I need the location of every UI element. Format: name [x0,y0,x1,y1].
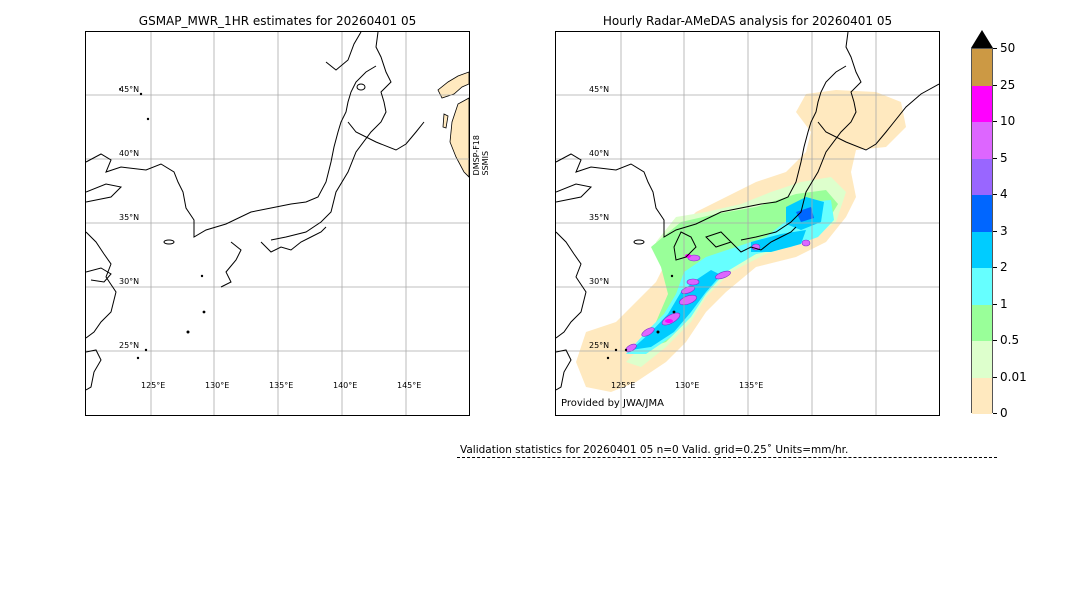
left-lon-label-130: 130°E [205,381,230,390]
colorbar-tick [993,158,997,159]
left-lon-label-135: 135°E [269,381,294,390]
colorbar-extend-arrow [971,30,993,48]
left-lat-label-45: 45°N [119,85,140,94]
satellite-name: DMSP-F18 [472,135,481,176]
colorbar-label-0.5: 0.5 [1000,333,1020,347]
colorbar-tick [993,48,997,49]
left-lon-label-140: 140°E [333,381,358,390]
validation-statistics: Validation statistics for 20260401 05 n=… [460,444,849,456]
colorbar-seg-0.01-0.5 [972,341,992,378]
colorbar-label-4: 4 [1000,187,1008,201]
colorbar-seg-0.5-1 [972,304,992,341]
left-lon-label-145: 145°E [397,381,422,390]
right-lat-label-30: 30°N [589,277,610,286]
colorbar-label-2: 2 [1000,260,1008,274]
colorbar-seg-3-4 [972,195,992,232]
left-lon-label-125: 125°E [141,381,166,390]
sensor-name: SSMIS [481,150,490,176]
right-map-title: Hourly Radar-AMeDAS analysis for 2026040… [602,14,893,28]
right-map-plot [556,32,939,415]
right-lon-label-125: 125°E [611,381,636,390]
left-lat-label-25: 25°N [119,341,140,350]
right-map [555,31,940,416]
colorbar-label-25: 25 [1000,78,1016,92]
colorbar-tick [993,85,997,86]
data-provider-credit: Provided by JWA/JMA [561,398,664,409]
colorbar-tick [993,231,997,232]
colorbar-tick [993,121,997,122]
colorbar-seg-10-25 [972,85,992,122]
colorbar-tick [993,340,997,341]
right-lat-label-40: 40°N [589,149,610,158]
left-map [85,31,470,416]
left-lat-label-30: 30°N [119,277,140,286]
colorbar-tick [993,194,997,195]
right-lat-label-25: 25°N [589,341,610,350]
colorbar-tick [993,377,997,378]
left-map-plot [86,32,469,415]
right-lon-label-130: 130°E [675,381,700,390]
colorbar-tick [993,413,997,414]
colorbar-seg-5-10 [972,122,992,159]
left-map-title: GSMAP_MWR_1HR estimates for 20260401 05 [138,14,417,28]
colorbar-label-1: 1 [1000,297,1008,311]
colorbar-seg-25-50 [972,49,992,86]
colorbar-label-5: 5 [1000,151,1008,165]
colorbar-seg-0-0.01 [972,377,992,414]
colorbar-tick [993,267,997,268]
right-lat-label-45: 45°N [589,85,610,94]
colorbar-seg-4-5 [972,158,992,195]
colorbar-label-50: 50 [1000,41,1016,55]
left-lat-label-35: 35°N [119,213,140,222]
validation-divider [457,457,997,458]
satellite-sensor-label: DMSP-F18 SSMIS [472,135,490,175]
colorbar-seg-2-3 [972,231,992,268]
colorbar-seg-1-2 [972,268,992,305]
left-lat-label-40: 40°N [119,149,140,158]
colorbar [971,48,993,414]
colorbar-label-10: 10 [1000,114,1016,128]
colorbar-tick [993,304,997,305]
colorbar-label-0: 0 [1000,406,1008,420]
colorbar-label-3: 3 [1000,224,1008,238]
right-lon-label-135: 135°E [739,381,764,390]
colorbar-label-0.01: 0.01 [1000,370,1027,384]
right-lat-label-35: 35°N [589,213,610,222]
